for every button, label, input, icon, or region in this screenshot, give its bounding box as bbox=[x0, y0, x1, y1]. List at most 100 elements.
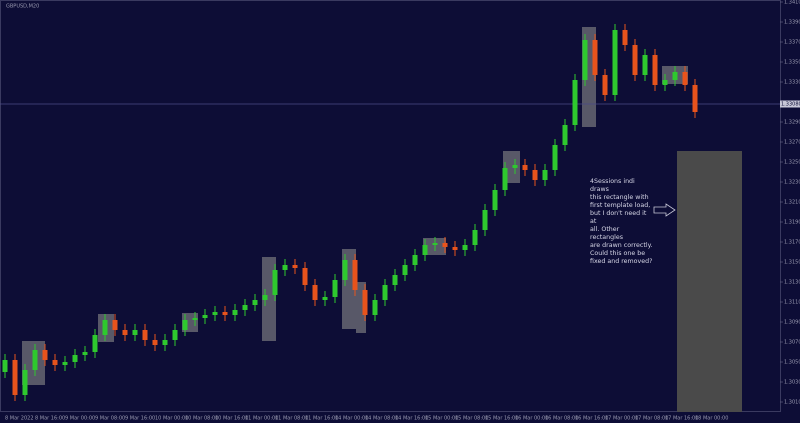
y-tick-label: 1.32100 bbox=[784, 200, 800, 206]
x-tick-label: 9 Mar 00:00 bbox=[65, 416, 95, 422]
candle-body bbox=[42, 350, 48, 360]
y-tick-label: 1.32500 bbox=[784, 160, 800, 166]
candle-body bbox=[202, 315, 208, 318]
x-tick-label: 9 Mar 16:00 bbox=[125, 416, 155, 422]
x-tick-label: 15 Mar 08:00 bbox=[455, 416, 488, 422]
unwanted-rectangle bbox=[677, 151, 742, 412]
candle-body bbox=[302, 268, 308, 285]
candle-body bbox=[422, 245, 428, 255]
candle-body bbox=[62, 362, 68, 365]
candle-body bbox=[182, 320, 188, 330]
x-tick-label: 11 Mar 16:00 bbox=[305, 416, 338, 422]
annotation-line: Could this one be bbox=[590, 250, 646, 257]
candle-body bbox=[642, 55, 648, 75]
chart-title: GBPUSD,M20 bbox=[6, 4, 39, 10]
candle-body bbox=[32, 350, 38, 370]
candle-body bbox=[282, 265, 288, 270]
candle-body bbox=[242, 305, 248, 310]
annotation-line: this rectangle with bbox=[590, 194, 649, 201]
annotation-line: are drawn correctly. bbox=[590, 242, 653, 249]
price-line-label: 1.33080 bbox=[781, 102, 800, 108]
candle-body bbox=[672, 72, 678, 80]
candle-body bbox=[262, 295, 268, 300]
candle-body bbox=[332, 280, 338, 297]
annotation-line: fixed and removed? bbox=[590, 258, 653, 265]
candle-body bbox=[222, 312, 228, 315]
candle-body bbox=[402, 265, 408, 275]
candle-body bbox=[322, 297, 328, 300]
price-label-box bbox=[780, 100, 800, 108]
candle-body bbox=[192, 318, 198, 320]
x-tick-label: 10 Mar 08:00 bbox=[185, 416, 218, 422]
candle-body bbox=[162, 340, 168, 345]
candle-body bbox=[112, 320, 118, 330]
session-box bbox=[356, 282, 366, 333]
candle-body bbox=[232, 310, 238, 315]
candle-body bbox=[22, 370, 28, 395]
candle-body bbox=[552, 145, 558, 170]
plot-frame bbox=[0, 0, 781, 412]
y-tick-label: 1.33900 bbox=[784, 20, 800, 26]
candle-body bbox=[572, 80, 578, 125]
candle-body bbox=[472, 230, 478, 245]
x-tick-label: 17 Mar 16:00 bbox=[665, 416, 698, 422]
candle-body bbox=[622, 30, 628, 45]
candle-body bbox=[692, 85, 698, 112]
candle-body bbox=[312, 285, 318, 300]
candle-body bbox=[662, 80, 668, 85]
y-tick-label: 1.31700 bbox=[784, 240, 800, 246]
x-tick-label: 17 Mar 08:00 bbox=[635, 416, 668, 422]
x-tick-label: 14 Mar 16:00 bbox=[395, 416, 428, 422]
candle-body bbox=[122, 330, 128, 335]
candle-body bbox=[352, 260, 358, 290]
candle-body bbox=[412, 255, 418, 265]
annotation-line: first template load, bbox=[590, 202, 651, 209]
y-tick-label: 1.30500 bbox=[784, 360, 800, 366]
candle-body bbox=[582, 40, 588, 80]
candle-body bbox=[292, 265, 298, 268]
x-tick-label: 14 Mar 08:00 bbox=[365, 416, 398, 422]
candle-body bbox=[632, 45, 638, 75]
x-tick-label: 16 Mar 00:00 bbox=[515, 416, 548, 422]
candle-body bbox=[362, 290, 368, 315]
x-tick-label: 15 Mar 16:00 bbox=[485, 416, 518, 422]
candle-body bbox=[682, 72, 688, 85]
y-tick-label: 1.31300 bbox=[784, 280, 800, 286]
x-tick-label: 15 Mar 00:00 bbox=[425, 416, 458, 422]
candle-body bbox=[612, 30, 618, 95]
candle-body bbox=[212, 312, 218, 315]
candle-body bbox=[152, 340, 158, 345]
candle-body bbox=[532, 170, 538, 180]
y-tick-label: 1.31100 bbox=[784, 300, 800, 306]
y-tick-label: 1.30900 bbox=[784, 320, 800, 326]
annotation: 4Sessions indi draws this rectangle with f… bbox=[590, 178, 654, 266]
candle-body bbox=[522, 165, 528, 170]
y-tick-label: 1.33500 bbox=[784, 60, 800, 66]
candle-body bbox=[252, 300, 258, 305]
candle-body bbox=[452, 247, 458, 250]
y-tick-label: 1.32300 bbox=[784, 180, 800, 186]
candle-body bbox=[342, 260, 348, 280]
x-tick-label: 8 Mar 16:00 bbox=[35, 416, 65, 422]
x-tick-label: 16 Mar 16:00 bbox=[575, 416, 608, 422]
candle-body bbox=[82, 352, 88, 355]
candle-body bbox=[392, 275, 398, 285]
annotation-line: 4Sessions indi draws bbox=[590, 178, 635, 193]
candle-body bbox=[382, 285, 388, 300]
x-tick-label: 9 Mar 08:00 bbox=[95, 416, 125, 422]
x-tick-label: 8 Mar 2022 bbox=[5, 416, 34, 422]
candle-body bbox=[132, 330, 138, 335]
y-tick-label: 1.30300 bbox=[784, 380, 800, 386]
candle-body bbox=[512, 165, 518, 168]
candle-body bbox=[492, 190, 498, 210]
candle-body bbox=[52, 360, 58, 365]
y-tick-label: 1.30100 bbox=[784, 400, 800, 406]
candle-body bbox=[142, 330, 148, 340]
x-tick-label: 11 Mar 00:00 bbox=[245, 416, 278, 422]
candle-body bbox=[542, 170, 548, 180]
candle-body bbox=[562, 125, 568, 145]
y-tick-label: 1.32700 bbox=[784, 140, 800, 146]
x-tick-label: 14 Mar 00:00 bbox=[335, 416, 368, 422]
x-tick-label: 17 Mar 00:00 bbox=[605, 416, 638, 422]
